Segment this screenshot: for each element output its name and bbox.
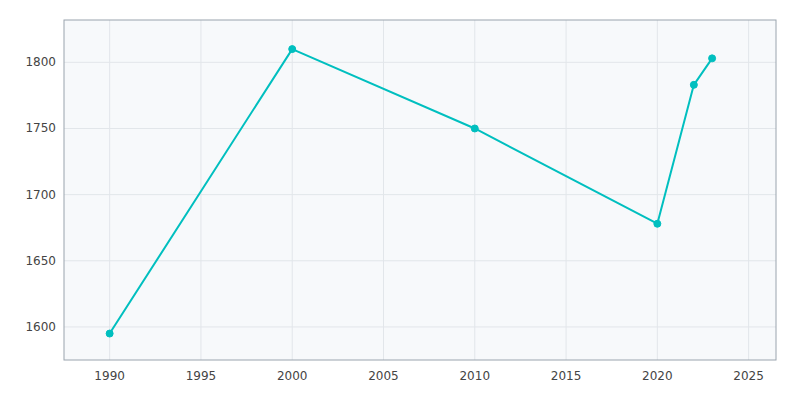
y-grid-line bbox=[64, 260, 776, 261]
x-tick-label: 2015 bbox=[551, 369, 582, 383]
point bbox=[471, 125, 478, 132]
point bbox=[709, 55, 716, 62]
point bbox=[106, 330, 113, 337]
x-grid-line bbox=[109, 20, 110, 360]
tick-labels: 1990 1995 2000 2005 2010 2015 2020 2025 1600 1650… bbox=[25, 55, 763, 383]
plot-area bbox=[64, 20, 776, 360]
y-tick-label: 1700 bbox=[25, 188, 56, 202]
point bbox=[690, 81, 697, 88]
x-grid-line bbox=[383, 20, 384, 360]
x-grid-line bbox=[657, 20, 658, 360]
y-tick-label: 1650 bbox=[25, 254, 56, 268]
x-tick-label: 2005 bbox=[368, 369, 399, 383]
chart-container: 1990 1995 2000 2005 2010 2015 2020 2025 1600 1650… bbox=[0, 0, 800, 400]
x-grid-line bbox=[566, 20, 567, 360]
chart-svg: 1990 1995 2000 2005 2010 2015 2020 2025 1600 1650… bbox=[0, 0, 800, 400]
x-tick-label: 1995 bbox=[186, 369, 217, 383]
y-grid-line bbox=[64, 62, 776, 63]
x-tick-label: 2020 bbox=[642, 369, 673, 383]
x-tick-label: 2000 bbox=[277, 369, 308, 383]
x-tick-label: 2025 bbox=[733, 369, 764, 383]
y-tick-label: 1750 bbox=[25, 121, 56, 135]
y-tick-label: 1800 bbox=[25, 55, 56, 69]
x-tick-label: 1990 bbox=[94, 369, 125, 383]
point bbox=[289, 46, 296, 53]
x-grid-line bbox=[292, 20, 293, 360]
grid bbox=[64, 20, 776, 360]
y-grid-line bbox=[64, 326, 776, 327]
x-tick-label: 2010 bbox=[459, 369, 490, 383]
y-grid-line bbox=[64, 128, 776, 129]
x-grid-line bbox=[474, 20, 475, 360]
x-grid-line bbox=[748, 20, 749, 360]
plot-frame bbox=[64, 20, 776, 360]
y-tick-label: 1600 bbox=[25, 320, 56, 334]
line bbox=[110, 49, 712, 333]
data-group bbox=[106, 46, 715, 337]
point bbox=[654, 220, 661, 227]
y-grid-line bbox=[64, 194, 776, 195]
